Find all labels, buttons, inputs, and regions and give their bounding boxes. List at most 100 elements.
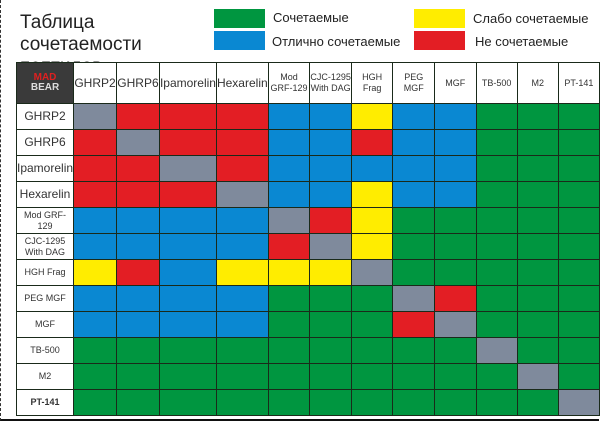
compatibility-cell bbox=[516, 259, 559, 286]
column-header: MGF bbox=[433, 62, 477, 104]
compatibility-cell bbox=[309, 311, 352, 338]
compatibility-cell bbox=[350, 129, 394, 156]
column-header: CJC-1295 With DAG bbox=[309, 62, 352, 104]
compatibility-cell bbox=[433, 103, 477, 130]
compatibility-cell bbox=[158, 337, 217, 364]
compatibility-cell bbox=[475, 103, 518, 130]
compatibility-cell bbox=[557, 155, 600, 182]
compatibility-cell bbox=[115, 311, 160, 338]
compatibility-cell bbox=[516, 155, 559, 182]
compatibility-cell bbox=[215, 103, 269, 130]
row-header: Mod GRF-129 bbox=[15, 207, 75, 234]
compatibility-cell bbox=[350, 233, 394, 260]
legend-swatch-incompatible bbox=[414, 31, 465, 50]
compatibility-cell bbox=[267, 259, 311, 286]
compatibility-cell bbox=[267, 285, 311, 312]
compatibility-cell bbox=[475, 207, 518, 234]
compatibility-cell bbox=[350, 155, 394, 182]
table-row: Ipamorelin bbox=[15, 155, 600, 182]
compatibility-cell bbox=[115, 207, 160, 234]
compatibility-cell bbox=[73, 103, 117, 130]
row-header: M2 bbox=[15, 363, 75, 390]
compatibility-cell bbox=[516, 285, 559, 312]
compatibility-cell bbox=[475, 337, 518, 364]
compatibility-cell bbox=[73, 233, 117, 260]
table-row: Mod GRF-129 bbox=[15, 207, 600, 234]
compatibility-cell bbox=[350, 181, 394, 208]
table-row: HGH Frag bbox=[15, 259, 600, 286]
compatibility-cell bbox=[433, 389, 477, 416]
legend-label-incompatible: Не сочетаемые bbox=[475, 34, 569, 49]
compatibility-cell bbox=[267, 155, 311, 182]
row-header: GHRP6 bbox=[15, 129, 75, 156]
compatibility-cell bbox=[215, 311, 269, 338]
compatibility-cell bbox=[392, 155, 435, 182]
compatibility-cell bbox=[115, 363, 160, 390]
compatibility-cell bbox=[215, 129, 269, 156]
compatibility-cell bbox=[309, 389, 352, 416]
compatibility-cell bbox=[392, 285, 435, 312]
compatibility-cell bbox=[516, 233, 559, 260]
compatibility-cell bbox=[73, 129, 117, 156]
row-header: MGF bbox=[15, 311, 75, 338]
compatibility-cell bbox=[516, 103, 559, 130]
compatibility-cell bbox=[158, 207, 217, 234]
compatibility-cell bbox=[350, 103, 394, 130]
row-header: HGH Frag bbox=[15, 259, 75, 286]
column-header: M2 bbox=[516, 62, 559, 104]
row-header: PT-141 bbox=[15, 389, 75, 416]
row-header: PEG MGF bbox=[15, 285, 75, 312]
compatibility-cell bbox=[215, 207, 269, 234]
compatibility-cell bbox=[475, 181, 518, 208]
compatibility-cell bbox=[215, 337, 269, 364]
compatibility-cell bbox=[516, 337, 559, 364]
compatibility-cell bbox=[267, 181, 311, 208]
column-header: Ipamorelin bbox=[158, 62, 217, 104]
header-row: MAD BEAR GHRP2 GHRP6 Ipamorelin Hexarelin Mod… bbox=[15, 62, 600, 104]
compatibility-cell bbox=[309, 233, 352, 260]
table-row: MGF bbox=[15, 311, 600, 338]
compatibility-cell bbox=[557, 259, 600, 286]
compatibility-cell bbox=[433, 311, 477, 338]
compatibility-cell bbox=[215, 181, 269, 208]
compatibility-cell bbox=[158, 233, 217, 260]
compatibility-cell bbox=[267, 337, 311, 364]
compatibility-cell bbox=[392, 233, 435, 260]
compatibility-cell bbox=[557, 181, 600, 208]
compatibility-cell bbox=[158, 181, 217, 208]
compatibility-cell bbox=[73, 337, 117, 364]
compatibility-cell bbox=[309, 103, 352, 130]
compatibility-cell bbox=[350, 337, 394, 364]
table-row: GHRP2 bbox=[15, 103, 600, 130]
table-row: PEG MGF bbox=[15, 285, 600, 312]
column-header: TB-500 bbox=[475, 62, 518, 104]
compatibility-cell bbox=[73, 181, 117, 208]
compatibility-cell bbox=[73, 259, 117, 286]
compatibility-cell bbox=[115, 103, 160, 130]
compatibility-cell bbox=[309, 207, 352, 234]
compatibility-cell bbox=[475, 233, 518, 260]
compatibility-cell bbox=[115, 155, 160, 182]
compatibility-cell bbox=[433, 207, 477, 234]
compatibility-cell bbox=[215, 259, 269, 286]
table-row: PT-141 bbox=[15, 389, 600, 416]
compatibility-cell bbox=[215, 233, 269, 260]
compatibility-cell bbox=[115, 337, 160, 364]
compatibility-cell bbox=[516, 181, 559, 208]
compatibility-cell bbox=[267, 311, 311, 338]
compatibility-cell bbox=[309, 155, 352, 182]
compatibility-cell bbox=[350, 285, 394, 312]
table-row: GHRP6 bbox=[15, 129, 600, 156]
compatibility-cell bbox=[557, 337, 600, 364]
compatibility-cell bbox=[267, 389, 311, 416]
column-header: PT-141 bbox=[557, 62, 600, 104]
compatibility-cell bbox=[309, 337, 352, 364]
compatibility-cell bbox=[115, 233, 160, 260]
legend-label-compatible: Сочетаемые bbox=[273, 10, 349, 25]
row-header: CJC-1295 With DAG bbox=[15, 233, 75, 260]
table-row: M2 bbox=[15, 363, 600, 390]
legend-label-excellent: Отлично сочетаемые bbox=[272, 34, 401, 49]
compatibility-cell bbox=[350, 207, 394, 234]
compatibility-cell bbox=[267, 103, 311, 130]
compatibility-cell bbox=[115, 259, 160, 286]
